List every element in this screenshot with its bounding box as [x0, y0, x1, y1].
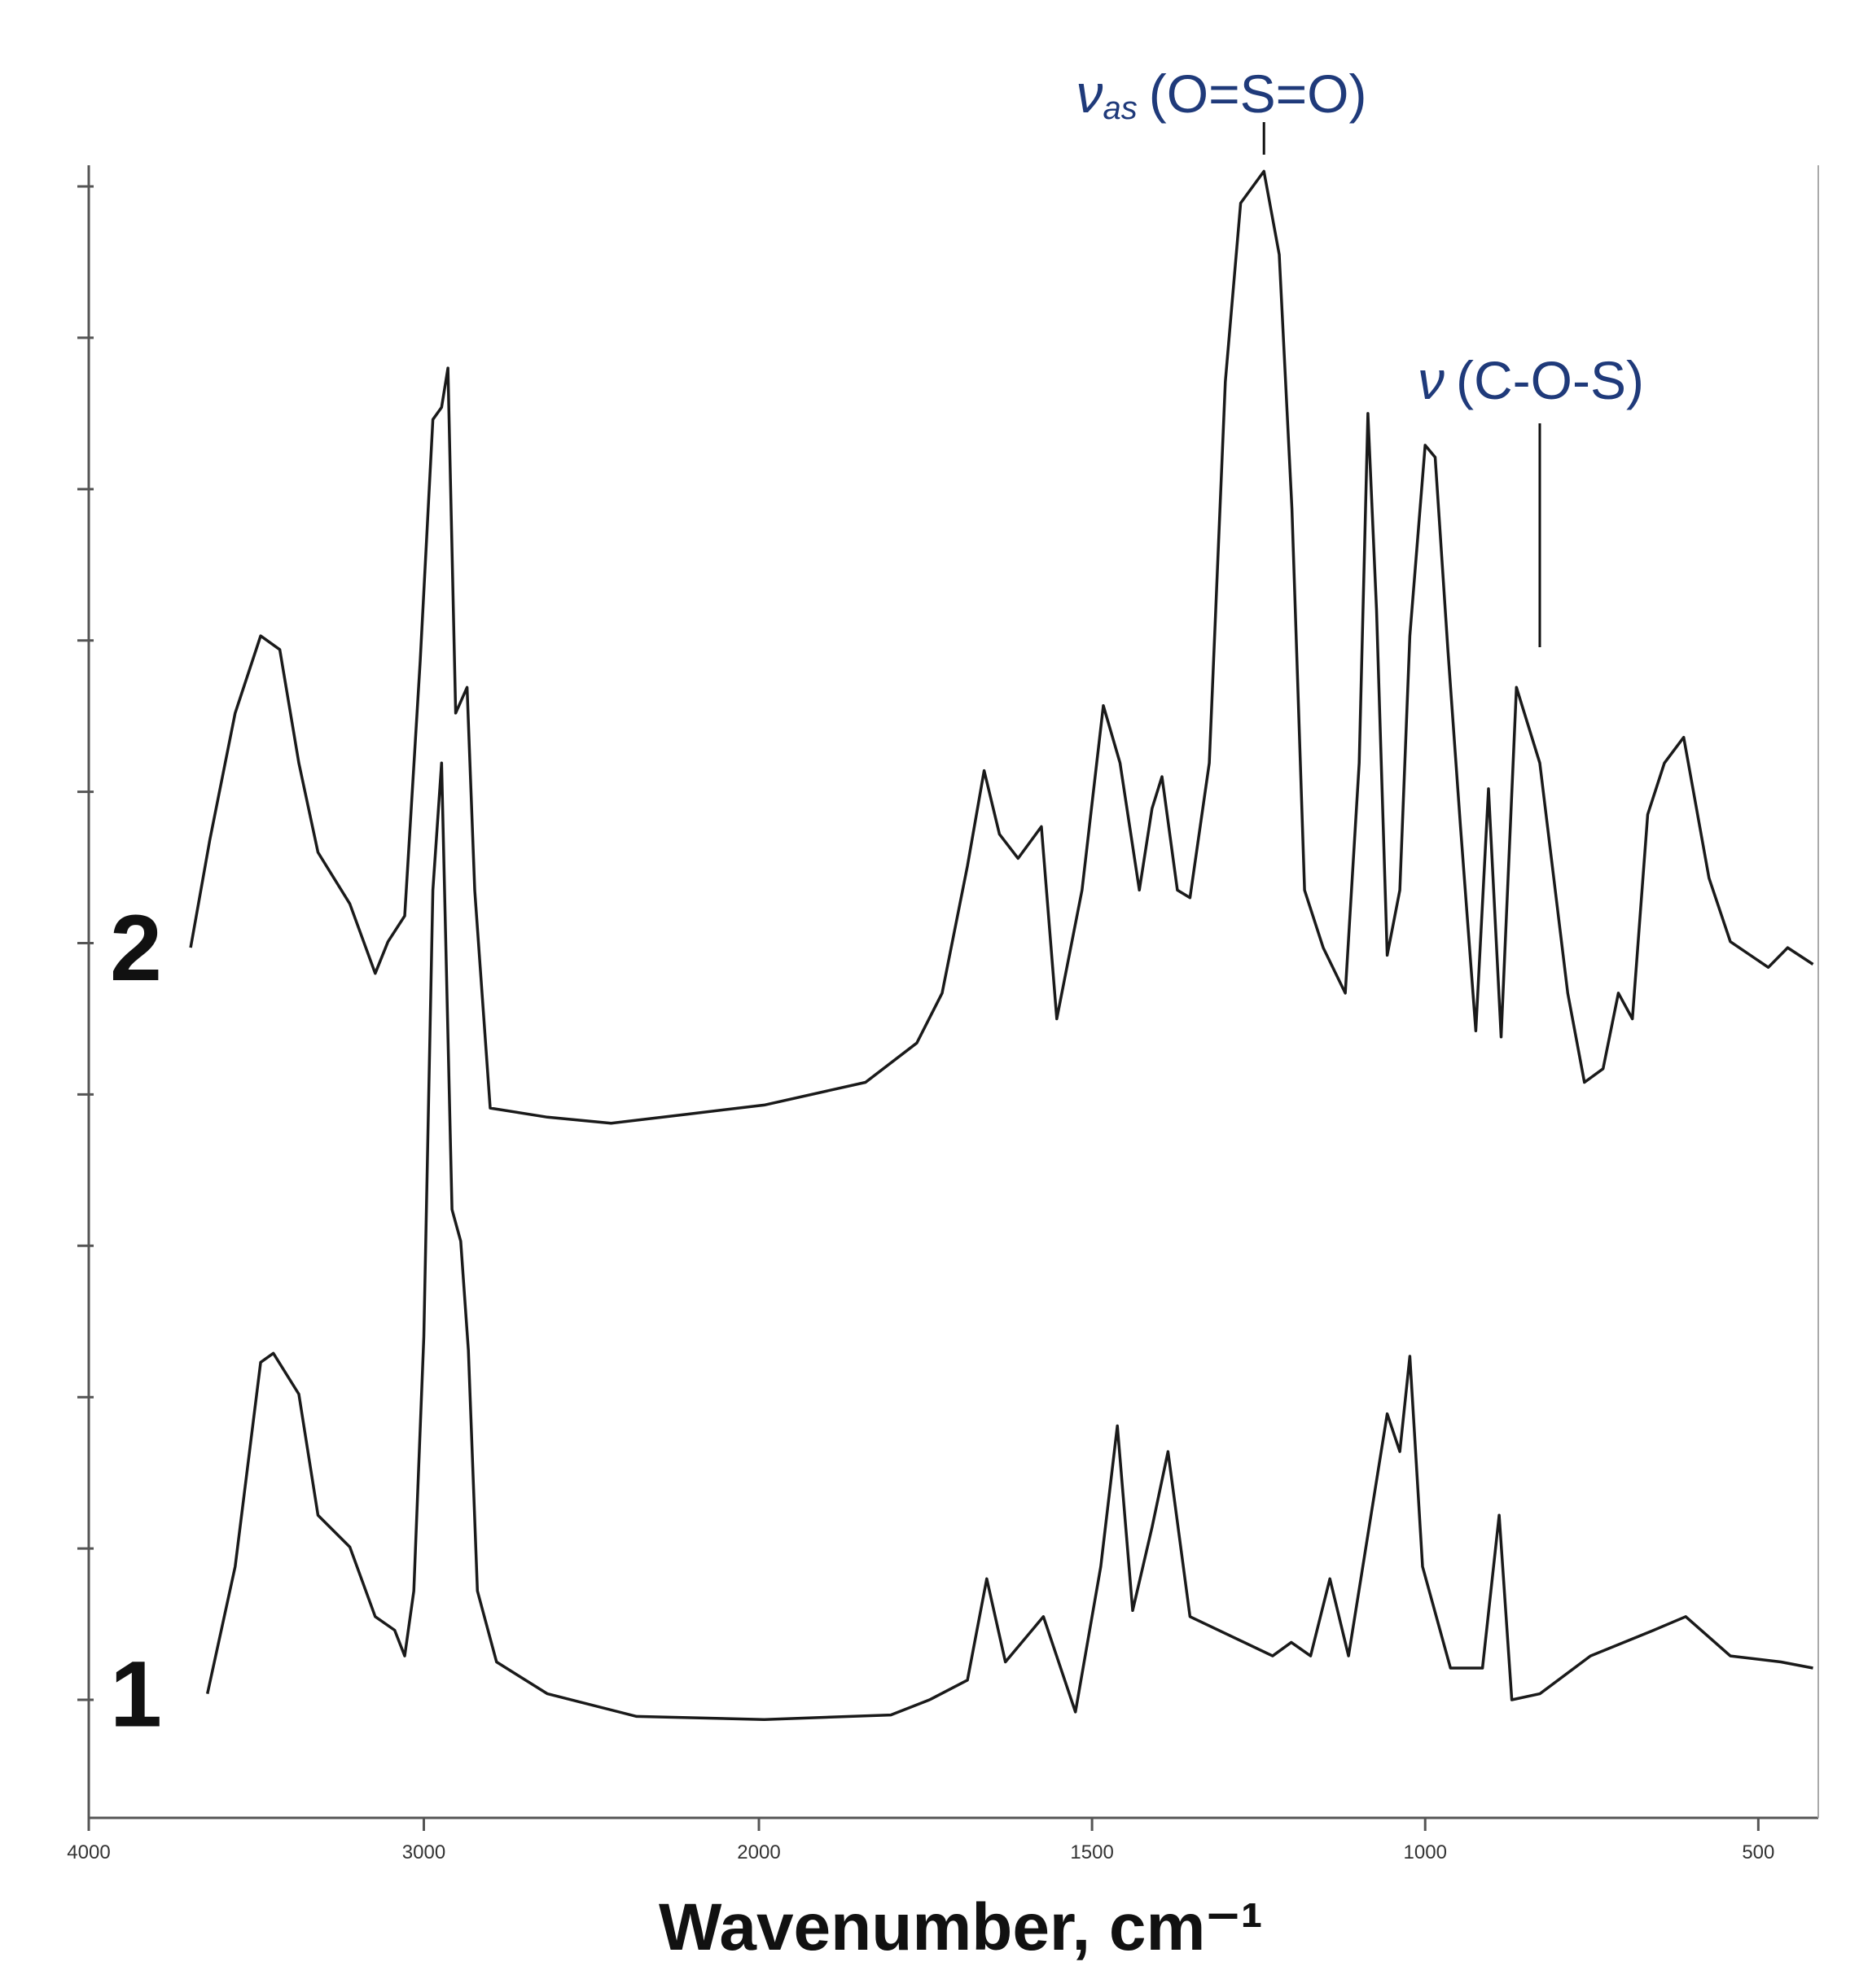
x-tick-label: 4000 — [67, 1841, 110, 1863]
spectrum-line — [205, 761, 1813, 1721]
x-tick-label: 1500 — [1070, 1841, 1113, 1863]
annotation: νas (O=S=O) — [1076, 63, 1367, 126]
series-label: 2 — [110, 896, 162, 1001]
x-tick-label: 500 — [1742, 1841, 1774, 1863]
x-tick-label: 1000 — [1404, 1841, 1447, 1863]
x-tick-label: 2000 — [737, 1841, 780, 1863]
x-tick-label: 3000 — [402, 1841, 445, 1863]
spectrum-line — [189, 169, 1814, 1125]
annotation-text: (O=S=O) — [1149, 63, 1367, 124]
x-axis-title: Wavenumber, cm⁻¹ — [659, 1890, 1263, 1964]
annotation: ν (C-O-S) — [1418, 350, 1644, 410]
annotation-subscript: as — [1103, 90, 1138, 126]
annotation-symbol: ν — [1076, 63, 1103, 124]
series-label: 1 — [110, 1643, 162, 1747]
annotation-symbol: ν — [1418, 350, 1445, 410]
annotation-text: (C-O-S) — [1456, 350, 1644, 410]
